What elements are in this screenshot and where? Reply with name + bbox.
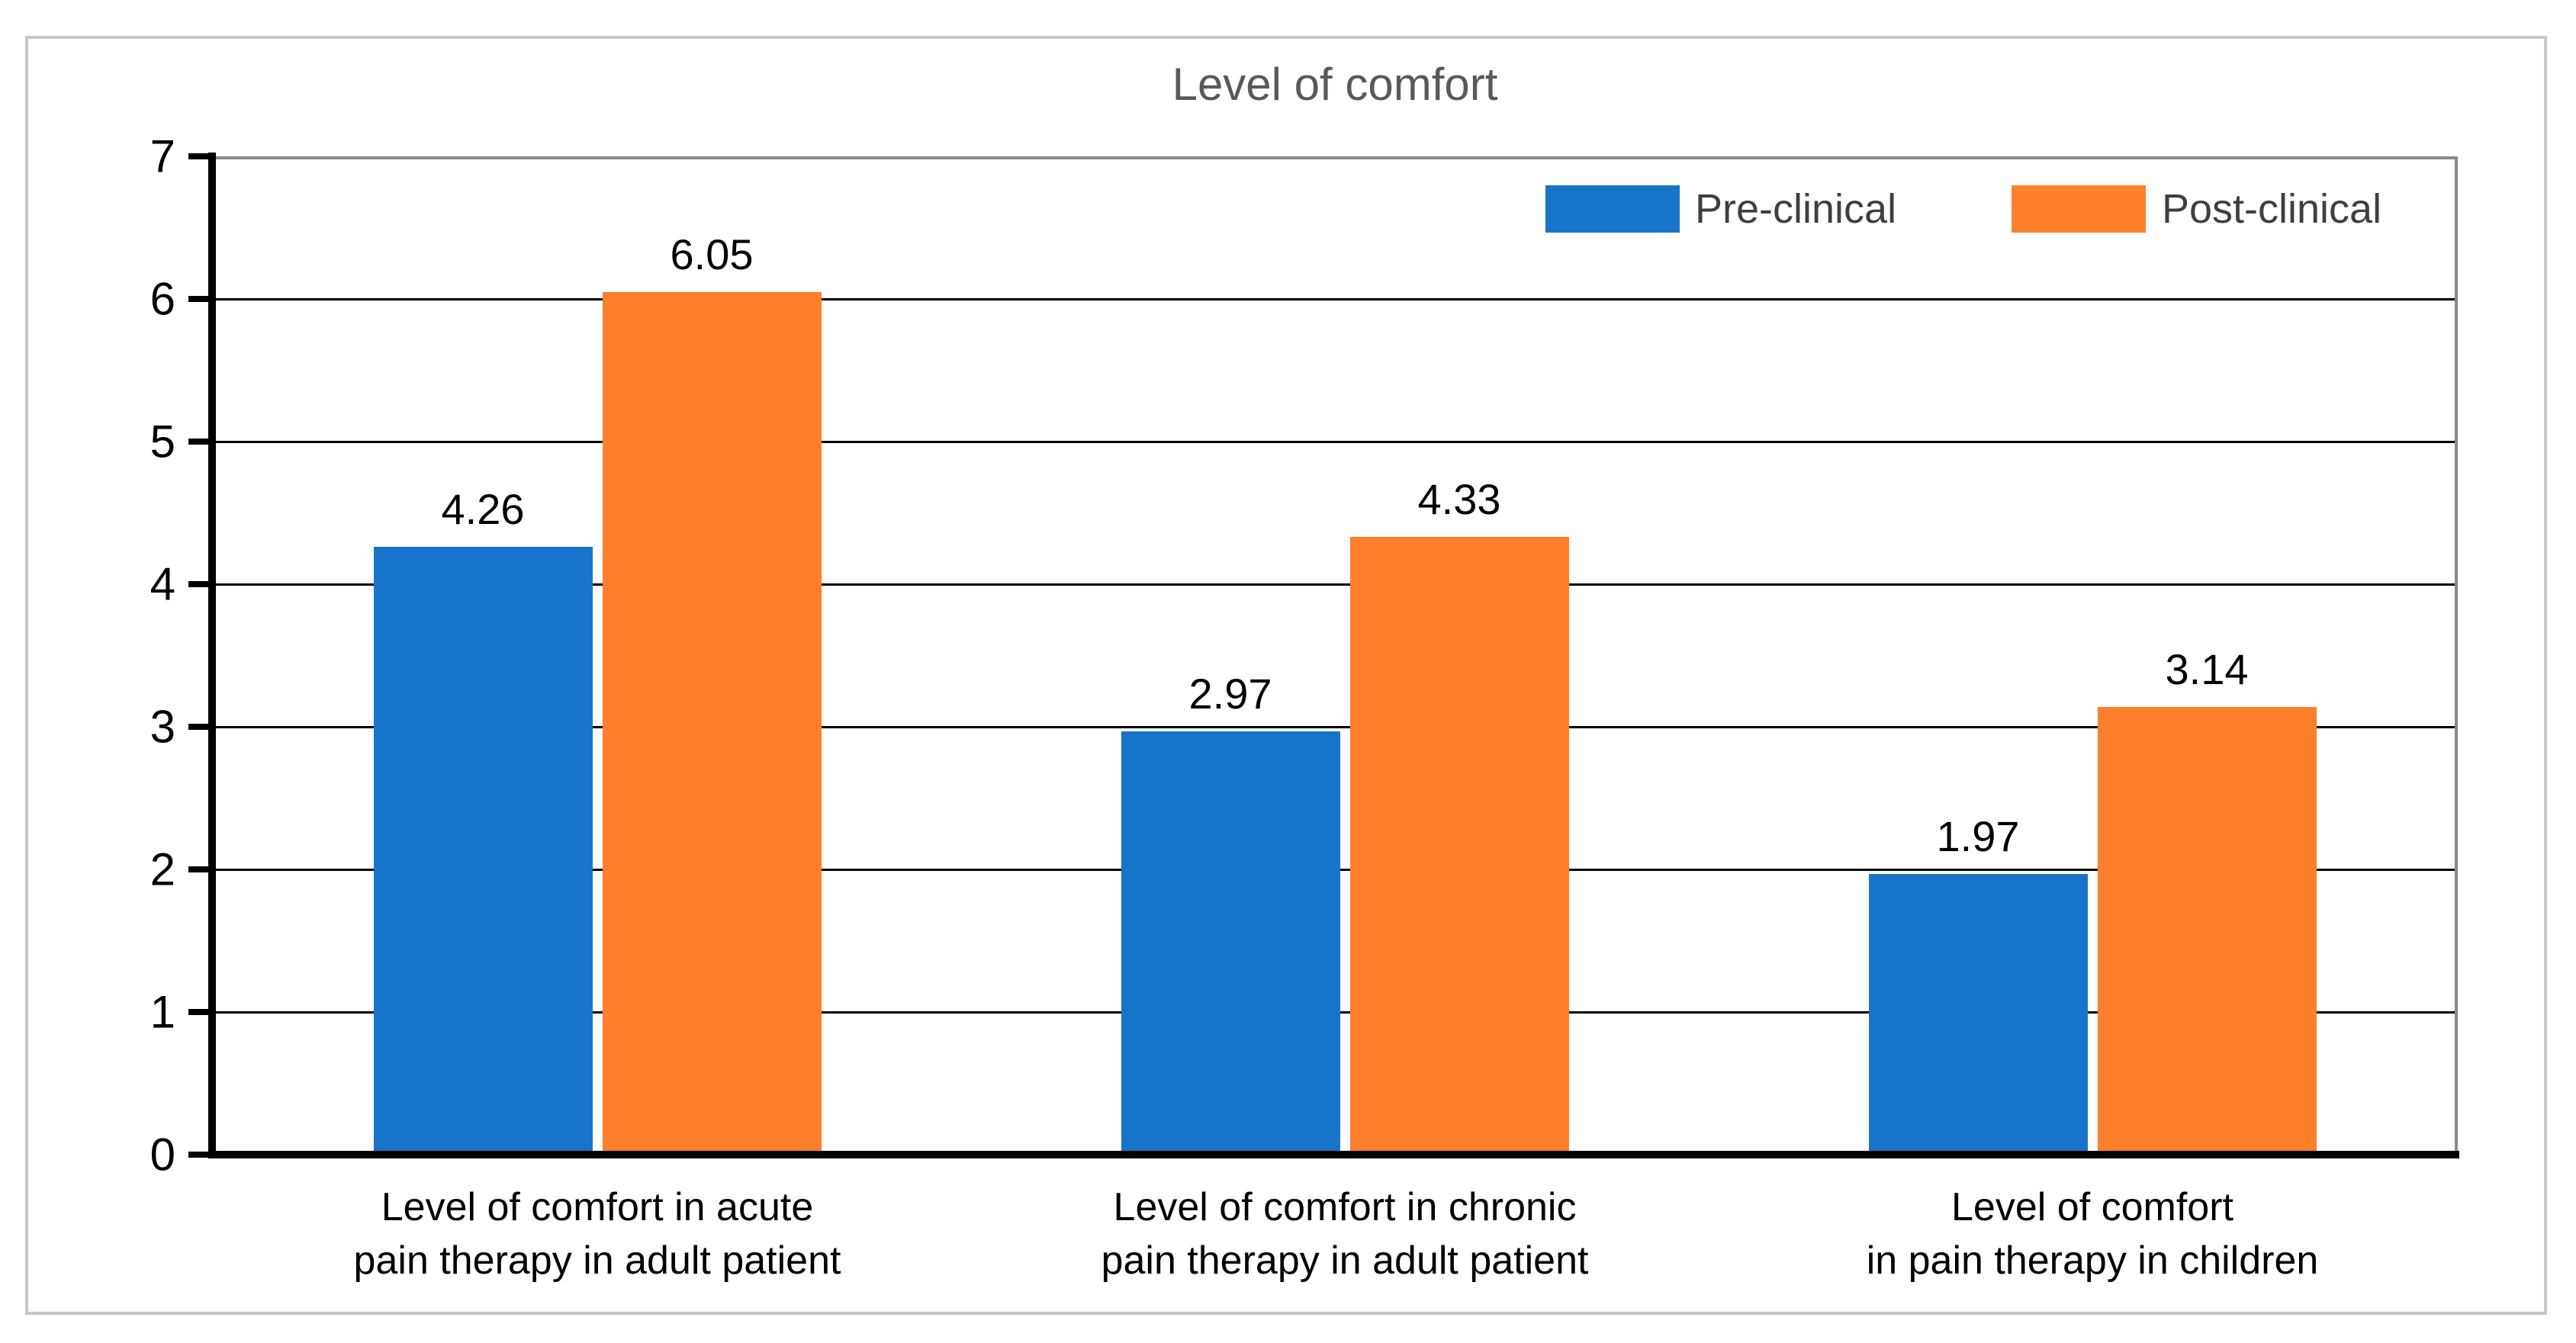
- y-tick-label-1: 1: [150, 986, 175, 1038]
- y-tick-label-5: 5: [150, 416, 175, 467]
- y-tick-2: [188, 866, 208, 872]
- value-label-pre-clinical-group1: 4.26: [441, 485, 525, 534]
- gridline-5: [216, 440, 2455, 443]
- gridline-4: [216, 583, 2455, 586]
- category-label-line: in pain therapy in children: [1866, 1239, 2319, 1283]
- y-tick-label-6: 6: [150, 273, 175, 325]
- legend-label-pre-clinical: Pre-clinical: [1695, 186, 1897, 232]
- bar-post-clinical-group3: [2097, 706, 2317, 1155]
- y-tick-label-4: 4: [150, 558, 175, 610]
- value-label-post-clinical-group3: 3.14: [2165, 644, 2249, 693]
- bar-pre-clinical-group2: [1121, 731, 1340, 1155]
- bar-post-clinical-group2: [1349, 537, 1569, 1155]
- value-label-pre-clinical-group2: 2.97: [1188, 669, 1272, 718]
- y-tick-label-7: 7: [150, 130, 175, 182]
- value-label-post-clinical-group1: 6.05: [670, 230, 754, 278]
- y-tick-6: [188, 296, 208, 302]
- y-tick-4: [188, 581, 208, 587]
- y-tick-0: [188, 1152, 208, 1158]
- bar-pre-clinical-group1: [373, 547, 593, 1155]
- y-tick-5: [188, 439, 208, 445]
- category-label-1: Level of comfort in acute pain therapy in…: [178, 1181, 1017, 1287]
- category-label-line: pain therapy in adult patient: [353, 1239, 841, 1283]
- value-label-pre-clinical-group3: 1.97: [1936, 811, 2020, 860]
- x-axis-line: [208, 1151, 2459, 1158]
- gridline-6: [216, 297, 2455, 300]
- plot-top-border: [216, 156, 2458, 159]
- y-tick-7: [188, 153, 208, 159]
- chart-title: Level of comfort: [1172, 59, 1498, 110]
- y-tick-label-2: 2: [150, 843, 175, 895]
- category-label-line: Level of comfort: [1951, 1185, 2233, 1229]
- y-axis-line: [208, 153, 216, 1158]
- figure-border: [25, 36, 2547, 1315]
- legend-label-post-clinical: Post-clinical: [2162, 186, 2382, 232]
- category-label-line: pain therapy in adult patient: [1101, 1239, 1589, 1283]
- legend-swatch-post-clinical: [2012, 185, 2146, 233]
- bar-pre-clinical-group3: [1868, 873, 2088, 1155]
- y-tick-label-0: 0: [150, 1129, 175, 1181]
- legend-swatch-pre-clinical: [1545, 185, 1680, 233]
- category-label-3: Level of comfort in pain therapy in child…: [1673, 1181, 2512, 1287]
- bar-post-clinical-group1: [602, 291, 822, 1155]
- value-label-post-clinical-group2: 4.33: [1417, 475, 1501, 524]
- y-tick-1: [188, 1009, 208, 1015]
- gridline-3: [216, 725, 2455, 728]
- category-label-line: Level of comfort in chronic: [1113, 1185, 1577, 1229]
- category-label-line: Level of comfort in acute: [381, 1185, 814, 1229]
- y-tick-3: [188, 724, 208, 730]
- plot-right-border: [2455, 156, 2458, 1156]
- y-tick-label-3: 3: [150, 701, 175, 753]
- category-label-2: Level of comfort in chronic pain therapy …: [925, 1181, 1764, 1287]
